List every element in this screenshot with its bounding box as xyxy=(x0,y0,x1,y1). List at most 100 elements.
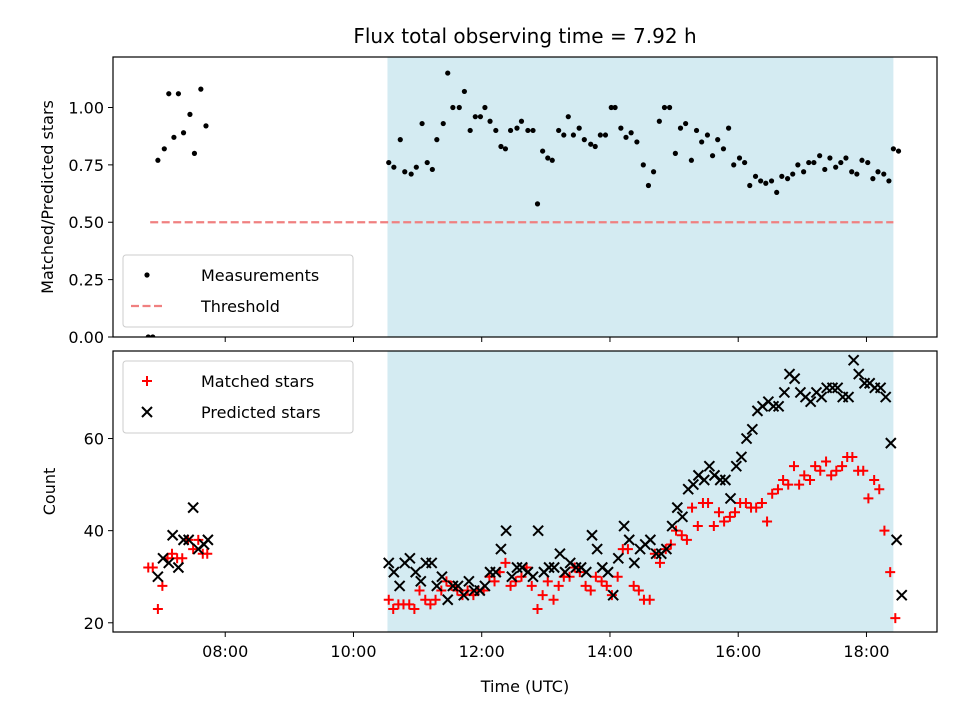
data-point xyxy=(644,534,657,546)
data-point xyxy=(751,502,762,513)
data-point xyxy=(784,176,791,182)
data-point xyxy=(413,164,419,170)
data-point xyxy=(404,552,416,565)
data-point xyxy=(858,377,871,389)
data-point xyxy=(742,159,748,166)
data-point xyxy=(854,171,860,177)
data-point xyxy=(198,86,204,92)
data-point xyxy=(612,552,625,565)
data-point xyxy=(783,479,794,490)
data-point xyxy=(420,594,431,605)
data-point xyxy=(172,561,185,574)
data-point xyxy=(879,525,890,536)
data-point xyxy=(580,566,592,578)
observing-window-span xyxy=(387,57,894,337)
y-tick-label: 0.00 xyxy=(68,328,104,347)
data-point xyxy=(843,155,849,161)
data-point xyxy=(487,118,493,124)
data-point xyxy=(713,507,724,518)
data-point xyxy=(709,153,716,159)
data-point xyxy=(415,575,427,588)
data-point xyxy=(597,132,603,138)
data-point xyxy=(895,148,902,154)
data-point xyxy=(187,111,193,117)
data-point xyxy=(545,155,551,161)
data-point xyxy=(556,127,562,134)
y-tick-label: 0.50 xyxy=(68,213,104,232)
data-point xyxy=(542,576,553,587)
data-point xyxy=(719,474,732,486)
data-point xyxy=(865,159,871,166)
data-point xyxy=(461,88,468,95)
data-point xyxy=(774,189,780,196)
data-point xyxy=(863,493,874,504)
data-point xyxy=(397,137,403,143)
data-point xyxy=(553,580,564,591)
data-point xyxy=(752,173,759,179)
data-point xyxy=(758,178,764,184)
data-point xyxy=(607,589,619,601)
data-point xyxy=(612,571,623,582)
data-point xyxy=(703,460,716,472)
data-point xyxy=(507,127,514,134)
data-point xyxy=(477,114,484,120)
data-point xyxy=(442,594,454,606)
data-point xyxy=(853,368,865,380)
data-point xyxy=(511,561,523,574)
data-point xyxy=(458,589,470,601)
data-point xyxy=(187,501,199,514)
data-point xyxy=(735,451,748,463)
data-point xyxy=(540,148,546,154)
legend-box xyxy=(122,360,354,434)
legend-label: Predicted stars xyxy=(201,403,321,422)
data-point xyxy=(203,123,209,129)
data-point xyxy=(849,169,855,175)
data-point xyxy=(180,130,187,136)
data-point xyxy=(618,125,624,131)
data-point xyxy=(570,132,577,138)
data-point xyxy=(559,566,571,578)
data-point xyxy=(656,118,662,124)
data-point xyxy=(548,561,560,574)
data-point xyxy=(447,580,459,592)
data-point xyxy=(386,159,392,166)
data-point xyxy=(202,534,214,546)
data-point xyxy=(424,159,430,166)
y-axis-label: Matched/Predicted stars xyxy=(38,100,57,294)
data-point xyxy=(498,143,504,150)
data-point xyxy=(456,104,462,111)
data-point xyxy=(640,162,646,168)
data-point xyxy=(772,400,785,412)
data-point xyxy=(608,104,614,111)
data-point xyxy=(778,474,789,485)
data-point xyxy=(618,520,630,532)
data-point xyxy=(408,171,414,177)
data-point xyxy=(699,139,705,145)
data-point xyxy=(756,498,767,509)
data-point xyxy=(890,534,903,546)
data-point xyxy=(874,484,885,495)
legend-box xyxy=(122,254,354,328)
data-point xyxy=(576,125,582,131)
data-point xyxy=(789,461,800,472)
data-point xyxy=(602,566,614,578)
data-point xyxy=(622,544,633,555)
data-point xyxy=(596,576,607,587)
data-point xyxy=(698,474,710,486)
legend-label: Matched stars xyxy=(201,372,314,391)
data-point xyxy=(388,566,400,578)
data-point xyxy=(532,524,544,537)
data-point xyxy=(890,146,896,152)
data-point xyxy=(402,169,408,175)
data-point xyxy=(634,139,640,145)
data-point xyxy=(434,137,440,143)
data-point xyxy=(157,580,168,591)
data-point xyxy=(543,561,555,574)
data-point xyxy=(804,395,817,408)
data-point xyxy=(811,159,817,166)
data-point xyxy=(762,516,773,527)
data-point xyxy=(719,516,730,527)
data-point xyxy=(548,594,559,605)
data-point xyxy=(815,391,828,403)
data-point xyxy=(500,524,512,537)
